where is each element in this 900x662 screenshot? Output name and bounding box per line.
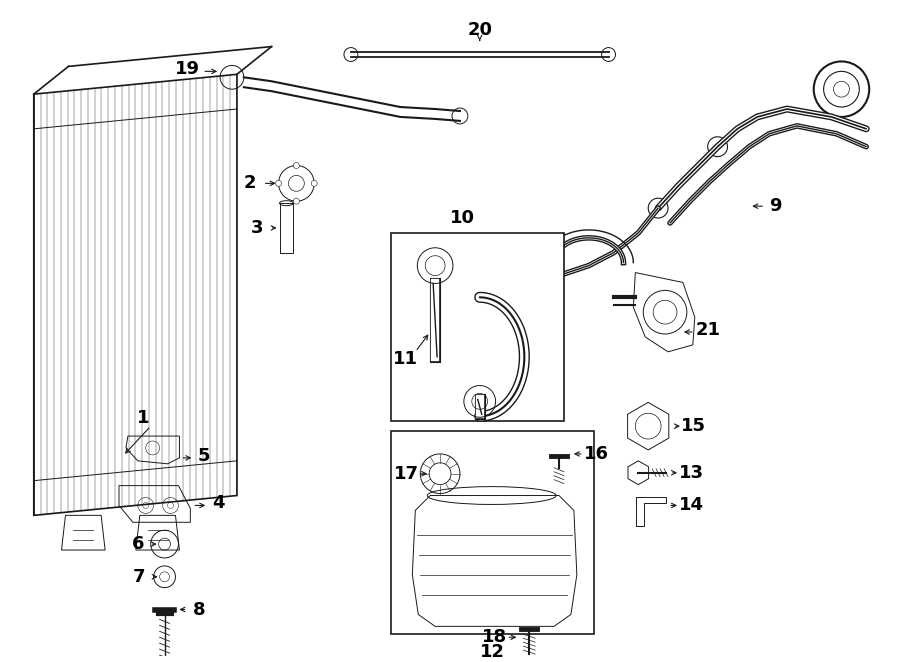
Text: 1: 1 — [137, 409, 149, 427]
Text: 13: 13 — [680, 464, 705, 482]
Text: 19: 19 — [175, 60, 200, 78]
Bar — [391, 431, 594, 634]
Text: 7: 7 — [132, 568, 145, 586]
Circle shape — [293, 163, 300, 169]
Text: 17: 17 — [394, 465, 418, 483]
Text: 8: 8 — [193, 600, 205, 618]
Text: 12: 12 — [480, 643, 505, 661]
Circle shape — [311, 180, 317, 186]
Text: 15: 15 — [681, 417, 706, 435]
Bar — [391, 233, 564, 421]
Text: 6: 6 — [131, 535, 144, 553]
Bar — [280, 203, 293, 253]
Text: 5: 5 — [198, 447, 211, 465]
Text: 10: 10 — [450, 209, 475, 227]
Text: 4: 4 — [212, 495, 224, 512]
Text: 20: 20 — [467, 21, 492, 39]
Text: 3: 3 — [250, 219, 263, 237]
Text: 14: 14 — [680, 496, 705, 514]
Text: 11: 11 — [393, 350, 418, 368]
Text: 2: 2 — [244, 174, 256, 193]
Text: 16: 16 — [584, 445, 609, 463]
Circle shape — [275, 180, 282, 186]
Text: 21: 21 — [695, 321, 720, 339]
Text: 9: 9 — [769, 197, 781, 215]
Text: 18: 18 — [482, 628, 508, 646]
Circle shape — [293, 198, 300, 204]
